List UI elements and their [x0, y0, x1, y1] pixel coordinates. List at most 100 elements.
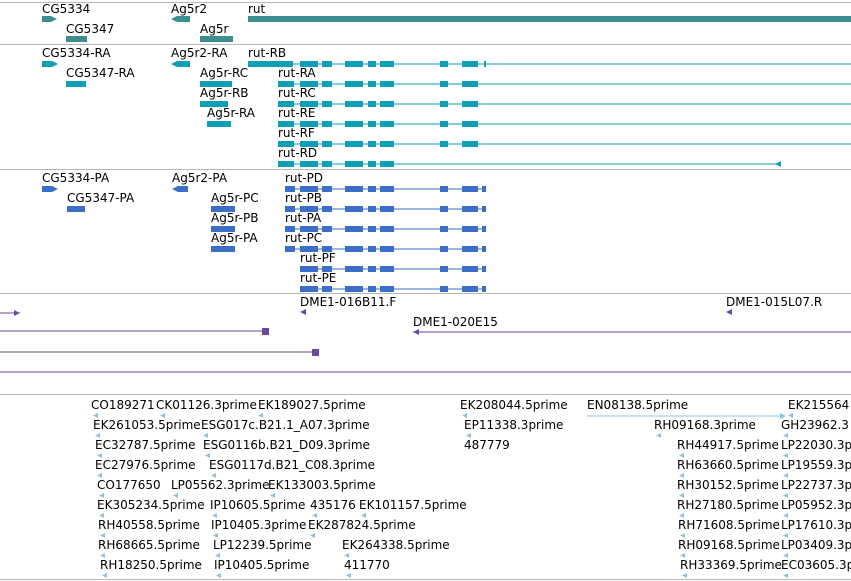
cds-rut-pb-exon[interactable] — [440, 206, 448, 212]
est-arrow[interactable] — [270, 493, 275, 498]
est-arrow[interactable] — [679, 493, 684, 498]
est-label[interactable]: RH33369.5prime — [680, 558, 782, 572]
cds-rut-pb-exon[interactable] — [285, 206, 295, 212]
est-label[interactable]: IP10405.5prime — [214, 558, 310, 572]
est-arrow[interactable] — [205, 453, 210, 458]
est-label[interactable]: EK208044.5prime — [460, 398, 568, 412]
protein-label[interactable]: Ag5r-PC — [211, 191, 259, 205]
mrna-cg5334-arrow[interactable] — [52, 61, 58, 67]
clone-015l07-arrow[interactable] — [726, 309, 732, 315]
mrna-rut-re-exon[interactable] — [368, 121, 376, 127]
est-arrow[interactable] — [99, 513, 104, 518]
mrna-cg5347[interactable] — [66, 81, 86, 87]
gene-ag5r2-arrow[interactable] — [171, 16, 177, 22]
est-arrow[interactable] — [310, 533, 315, 538]
cds-rut-pe-exon[interactable] — [380, 286, 394, 292]
cds-rut-pa-exon[interactable] — [322, 226, 332, 232]
est-label[interactable]: CO177650 — [97, 478, 161, 492]
mrna-ag5r2[interactable] — [171, 61, 177, 67]
est-arrow[interactable] — [97, 453, 102, 458]
clone-label[interactable]: DME1-015L07.R — [726, 295, 823, 309]
est-label[interactable]: LP12239.5prime — [213, 538, 312, 552]
est-label[interactable]: LP05952.3p — [781, 498, 851, 512]
transcript-label[interactable]: rut-RB — [248, 46, 287, 60]
est-arrow[interactable] — [682, 573, 687, 578]
est-arrow[interactable] — [783, 553, 788, 558]
est-label[interactable]: EK215564 — [788, 398, 850, 412]
clone-end[interactable] — [312, 349, 319, 356]
est-arrow[interactable] — [783, 453, 788, 458]
cds-rut-pc-exon[interactable] — [322, 246, 332, 252]
cds-rut-pf-exon[interactable] — [368, 266, 376, 272]
transcript-label[interactable]: rut-RE — [278, 106, 316, 120]
est-arrow[interactable] — [100, 533, 105, 538]
est-en08138-end[interactable] — [780, 413, 786, 419]
protein-label[interactable]: rut-PB — [285, 191, 323, 205]
cds-rut-pa-exon[interactable] — [440, 226, 448, 232]
mrna-rut-ra-exon[interactable] — [345, 81, 363, 87]
cds-rut-pb-exon[interactable] — [322, 206, 332, 212]
est-arrow[interactable] — [203, 433, 208, 438]
cds-rut-pd-exon[interactable] — [462, 186, 478, 192]
est-arrow[interactable] — [680, 553, 685, 558]
mrna-rut-rb-exon[interactable] — [345, 61, 363, 67]
mrna-rut-rd-exon[interactable] — [380, 161, 394, 167]
est-label[interactable]: LP19559.3p — [781, 458, 851, 472]
mrna-rut-rf-exon[interactable] — [345, 141, 363, 147]
cds-rut-pa-exon[interactable] — [285, 226, 295, 232]
est-label[interactable]: LP22030.3p — [781, 438, 851, 452]
cds-cg5347[interactable] — [67, 206, 85, 212]
est-arrow[interactable] — [216, 573, 221, 578]
cds-rut-pc-exon[interactable] — [300, 246, 318, 252]
est-arrow[interactable] — [95, 433, 100, 438]
cds-rut-pb-exon[interactable] — [300, 206, 318, 212]
cds-rut-pf-exon[interactable] — [462, 266, 478, 272]
est-arrow[interactable] — [679, 473, 684, 478]
gene-label-cg5347[interactable]: CG5347 — [66, 22, 115, 36]
mrna-ag5r-ra[interactable] — [207, 121, 231, 127]
cds-rut-pb-exon[interactable] — [368, 206, 376, 212]
cds-rut-pd-exon[interactable] — [285, 186, 295, 192]
transcript-label[interactable]: rut-RD — [278, 146, 318, 160]
gene-ag5r[interactable] — [200, 36, 233, 42]
est-arrow[interactable] — [783, 513, 788, 518]
gene-label-ag5r2[interactable]: Ag5r2 — [171, 2, 208, 16]
cds-rut-pe-exon[interactable] — [300, 286, 318, 292]
clone-end[interactable] — [262, 328, 269, 335]
mrna-rut-rb-exon[interactable] — [322, 61, 332, 67]
est-label[interactable]: EK264338.5prime — [342, 538, 450, 552]
transcript-label[interactable]: Ag5r-RB — [200, 86, 249, 100]
est-arrow[interactable] — [783, 533, 788, 538]
mrna-rut-re-exon[interactable] — [380, 121, 394, 127]
clone-016b11-arrow[interactable] — [300, 309, 306, 315]
cds-rut-pa-exon[interactable] — [380, 226, 394, 232]
cds-cg5334[interactable] — [42, 186, 52, 192]
cds-rut-pa-exon[interactable] — [482, 226, 486, 232]
mrna-rut-ra-exon[interactable] — [278, 81, 294, 87]
mrna-ag5r-rc[interactable] — [200, 81, 232, 87]
cds-cg5334-arrow[interactable] — [52, 186, 58, 192]
cds-rut-pd-exon[interactable] — [482, 186, 486, 192]
cds-rut-pf-exon[interactable] — [440, 266, 448, 272]
mrna-rut-rd-exon[interactable] — [368, 161, 376, 167]
est-arrow[interactable] — [679, 513, 684, 518]
cds-rut-pf-exon[interactable] — [345, 266, 363, 272]
gene-cg5334[interactable] — [42, 16, 51, 22]
est-label[interactable]: RH30152.5prime — [677, 478, 779, 492]
mrna-rut-rf-exon[interactable] — [368, 141, 376, 147]
est-label[interactable]: RH27180.5prime — [677, 498, 779, 512]
mrna-rut-rc-exon[interactable] — [462, 101, 478, 107]
est-arrow[interactable] — [160, 413, 165, 418]
cds-rut-pa-exon[interactable] — [300, 226, 318, 232]
protein-label[interactable]: Ag5r2-PA — [172, 171, 228, 185]
est-label[interactable]: EK133003.5prime — [268, 478, 376, 492]
protein-label[interactable]: rut-PA — [285, 211, 322, 225]
est-label[interactable]: EK101157.5prime — [359, 498, 467, 512]
clone-020e15-arrow[interactable] — [413, 329, 419, 335]
gene-ag5r2[interactable] — [177, 16, 190, 22]
est-arrow[interactable] — [462, 413, 467, 418]
est-arrow[interactable] — [215, 553, 220, 558]
est-label[interactable]: LP05562.3prime — [171, 478, 270, 492]
transcript-label[interactable]: CG5347-RA — [66, 66, 135, 80]
est-label[interactable]: EK287824.5prime — [308, 518, 416, 532]
